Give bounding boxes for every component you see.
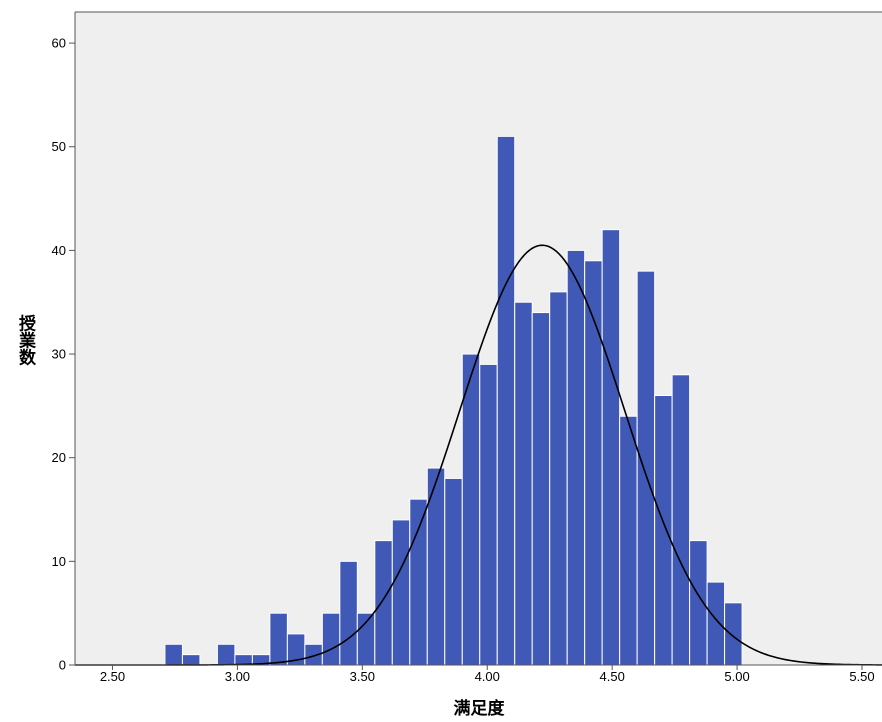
x-axis-title: 满足度 bbox=[454, 698, 506, 719]
y-tick-label: 40 bbox=[52, 243, 66, 258]
histogram-bar bbox=[164, 643, 183, 666]
y-axis-title: 授業数 bbox=[15, 313, 36, 366]
x-ticks: 2.50 3.00 3.50 4.00 4.50 5.00 5.50 bbox=[100, 665, 875, 684]
histogram-bar bbox=[496, 135, 516, 666]
histogram-bar bbox=[216, 643, 236, 666]
histogram-bar bbox=[391, 519, 411, 666]
histogram-bar bbox=[479, 363, 498, 666]
y-tick-label: 60 bbox=[52, 36, 66, 51]
histogram-bar bbox=[706, 581, 726, 666]
x-tick-label: 5.50 bbox=[849, 669, 874, 684]
x-tick-label: 3.00 bbox=[225, 669, 250, 684]
histogram-bar bbox=[566, 249, 586, 666]
histogram-bar bbox=[409, 498, 428, 666]
histogram-bar bbox=[671, 374, 691, 666]
y-ticks: 0 10 20 30 40 50 60 bbox=[52, 36, 75, 673]
bars-group bbox=[164, 135, 743, 666]
y-tick-label: 20 bbox=[52, 450, 66, 465]
histogram-bar bbox=[584, 260, 603, 666]
x-tick-label: 3.50 bbox=[350, 669, 375, 684]
histogram-bar bbox=[636, 270, 656, 666]
x-tick-label: 4.00 bbox=[475, 669, 500, 684]
histogram-bar bbox=[689, 540, 708, 666]
y-tick-label: 10 bbox=[52, 554, 66, 569]
y-tick-label: 30 bbox=[52, 347, 66, 362]
histogram-bar bbox=[181, 654, 201, 666]
y-tick-label: 0 bbox=[59, 658, 66, 673]
histogram-bar bbox=[461, 353, 481, 666]
histogram-bar bbox=[601, 229, 621, 666]
histogram-bar bbox=[374, 540, 393, 666]
histogram-bar bbox=[321, 612, 341, 666]
y-tick-label: 50 bbox=[52, 139, 66, 154]
x-tick-label: 5.00 bbox=[724, 669, 749, 684]
histogram-bar bbox=[531, 312, 551, 666]
histogram-bar bbox=[724, 602, 743, 666]
histogram-bar bbox=[619, 415, 638, 666]
x-tick-label: 4.50 bbox=[600, 669, 625, 684]
histogram-bar bbox=[444, 477, 463, 666]
x-tick-label: 2.50 bbox=[100, 669, 125, 684]
histogram-bar bbox=[269, 612, 288, 666]
histogram-bar bbox=[514, 301, 533, 666]
histogram-bar bbox=[549, 291, 568, 666]
histogram-bar bbox=[654, 395, 673, 666]
histogram-bar bbox=[339, 560, 358, 666]
